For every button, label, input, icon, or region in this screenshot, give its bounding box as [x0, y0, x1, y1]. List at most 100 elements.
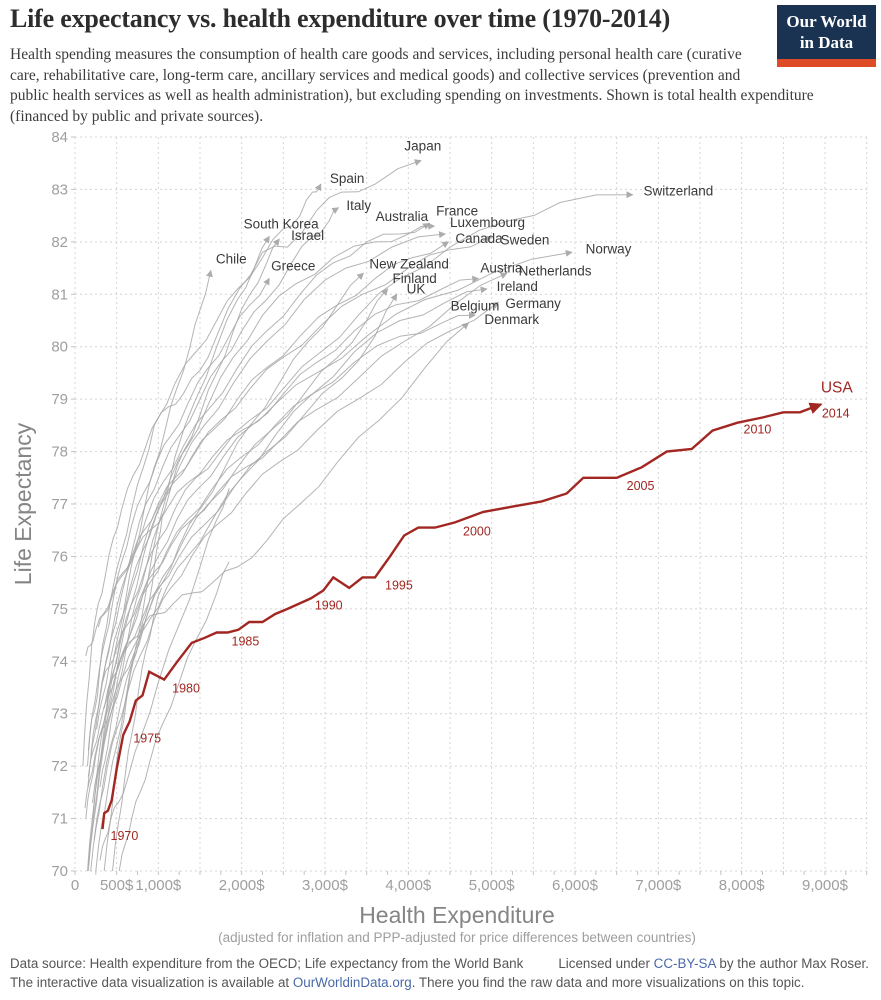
country-label-South-Korea: South Korea	[244, 217, 320, 232]
country-label-Chile: Chile	[216, 252, 247, 267]
country-label-France: France	[436, 204, 478, 219]
series-line-Netherlands	[102, 272, 508, 683]
usa-series: 1970 1975 1980 1985 1990 1995 2000 2005 2010 2014…	[101, 379, 854, 843]
y-tick-label: 73	[51, 706, 68, 723]
series-line-Israel	[99, 238, 280, 788]
x-tick-label: 8,000$	[719, 877, 766, 894]
footer-line2: The interactive data visualization is av…	[10, 973, 869, 992]
series-line-Australia	[92, 222, 436, 819]
y-tick-label: 82	[51, 234, 68, 251]
country-label-Australia: Australia	[376, 209, 429, 224]
footer-line1: Data source: Health expenditure from the…	[10, 954, 869, 973]
y-tick-label: 74	[51, 653, 68, 670]
x-tick-label: 9,000$	[802, 877, 849, 894]
usa-year-label-1985: 1985	[232, 634, 260, 648]
country-label-Netherlands: Netherlands	[519, 263, 592, 278]
series-line-Luxembourg	[87, 231, 446, 866]
series-line-Switzerland	[103, 191, 634, 709]
series-line-Norway	[85, 249, 573, 657]
usa-year-label-2014: 2014	[822, 406, 850, 420]
series-line-South-Korea	[95, 235, 270, 872]
footer-line2-suffix: . There you find the raw data and more v…	[411, 975, 805, 991]
series-line-Denmark	[106, 322, 470, 699]
country-label-Norway: Norway	[586, 241, 632, 256]
y-tick-label: 84	[51, 129, 68, 146]
y-tick-label: 70	[51, 863, 68, 880]
owid-logo-line1: Our World	[786, 12, 867, 31]
series-line-Greece	[87, 277, 270, 751]
country-label-Germany: Germany	[505, 296, 561, 311]
x-tick-label: 3,000$	[302, 877, 349, 894]
y-tick-label: 79	[51, 391, 68, 408]
country-label-UK: UK	[407, 281, 426, 296]
series-line-unlabeled-25	[118, 561, 230, 872]
axis-ticks	[71, 136, 868, 876]
y-tick-label: 71	[51, 811, 68, 828]
series-line-unlabeled-24	[112, 587, 163, 872]
country-label-Denmark: Denmark	[484, 312, 539, 327]
x-tick-label: 7,000$	[635, 877, 682, 894]
country-label-Sweden: Sweden	[501, 233, 550, 248]
license-text: Licensed under CC-BY-SA by the author Ma…	[558, 954, 869, 973]
series-line-Germany	[93, 301, 500, 840]
scatter-line-plot: 0 500$ 1,000$ 2,000$ 3,000$ 4,000$ 5,000$ 6,000…	[10, 129, 868, 945]
license-prefix: Licensed under	[558, 956, 654, 971]
x-axis-title: Health Expenditure	[359, 902, 555, 928]
x-tick-label: 500$	[100, 877, 134, 894]
country-label-Switzerland: Switzerland	[644, 184, 714, 199]
series-line-UK	[87, 293, 398, 777]
y-tick-label: 72	[51, 758, 68, 775]
y-axis-title: Life Expectancy	[10, 422, 36, 585]
series-line-Ireland	[84, 286, 488, 809]
license-suffix: by the author Max Roser.	[715, 956, 869, 971]
usa-year-label-2005: 2005	[627, 479, 655, 493]
country-label-Canada: Canada	[455, 231, 503, 246]
chart-subtitle: Health spending measures the consumption…	[10, 46, 814, 125]
usa-series-label: USA	[821, 379, 854, 396]
x-tick-label: 6,000$	[552, 877, 599, 894]
usa-year-label-1975: 1975	[133, 732, 161, 746]
series-line-New-Zealand	[92, 272, 365, 803]
page-title: Life expectancy vs. health expenditure o…	[10, 4, 671, 33]
series-line-unlabeled-26	[99, 488, 230, 861]
license-link[interactable]: CC-BY-SA	[653, 956, 716, 971]
usa-year-label-2000: 2000	[463, 524, 491, 538]
series-line-Spain	[82, 183, 322, 767]
y-tick-label: 83	[51, 181, 68, 198]
country-label-Greece: Greece	[271, 259, 315, 274]
y-tick-label: 76	[51, 548, 68, 565]
series-line-Finland	[90, 288, 389, 872]
footer-line2-prefix: The interactive data visualization is av…	[10, 975, 293, 991]
x-tick-label: 5,000$	[469, 877, 516, 894]
y-tick-label: 81	[51, 286, 68, 303]
owid-site-link[interactable]: OurWorldinData.org	[292, 975, 412, 991]
series-line-Canada	[96, 241, 450, 730]
country-label-Japan: Japan	[404, 139, 441, 154]
usa-year-label-1970: 1970	[111, 829, 139, 843]
country-label-Luxembourg: Luxembourg	[450, 215, 525, 230]
series-line-Sweden	[97, 236, 493, 628]
country-label-Israel: Israel	[291, 228, 324, 243]
owid-logo: Our World in Data	[777, 5, 876, 67]
owid-logo-line2: in Data	[799, 33, 854, 53]
x-axis-note: (adjusted for inflation and PPP-adjusted…	[218, 930, 696, 945]
country-label-Austria: Austria	[480, 261, 523, 276]
country-label-Italy: Italy	[346, 198, 371, 213]
series-line-Japan	[87, 159, 422, 767]
country-label-Ireland: Ireland	[497, 279, 538, 294]
y-tick-label: 77	[51, 496, 68, 513]
usa-year-label-1990: 1990	[315, 598, 343, 612]
y-tick-label: 80	[51, 339, 68, 356]
country-label-Spain: Spain	[330, 171, 365, 186]
x-tick-label: 1,000$	[135, 877, 182, 894]
country-series	[82, 159, 634, 872]
y-tick-label: 78	[51, 444, 68, 461]
country-label-New-Zealand: New Zealand	[369, 256, 449, 271]
series-line-France	[90, 222, 431, 756]
series-line-Belgium	[85, 311, 476, 819]
country-label-Belgium: Belgium	[451, 298, 500, 313]
data-source-text: Data source: Health expenditure from the…	[10, 956, 524, 971]
usa-year-label-2010: 2010	[744, 423, 772, 437]
